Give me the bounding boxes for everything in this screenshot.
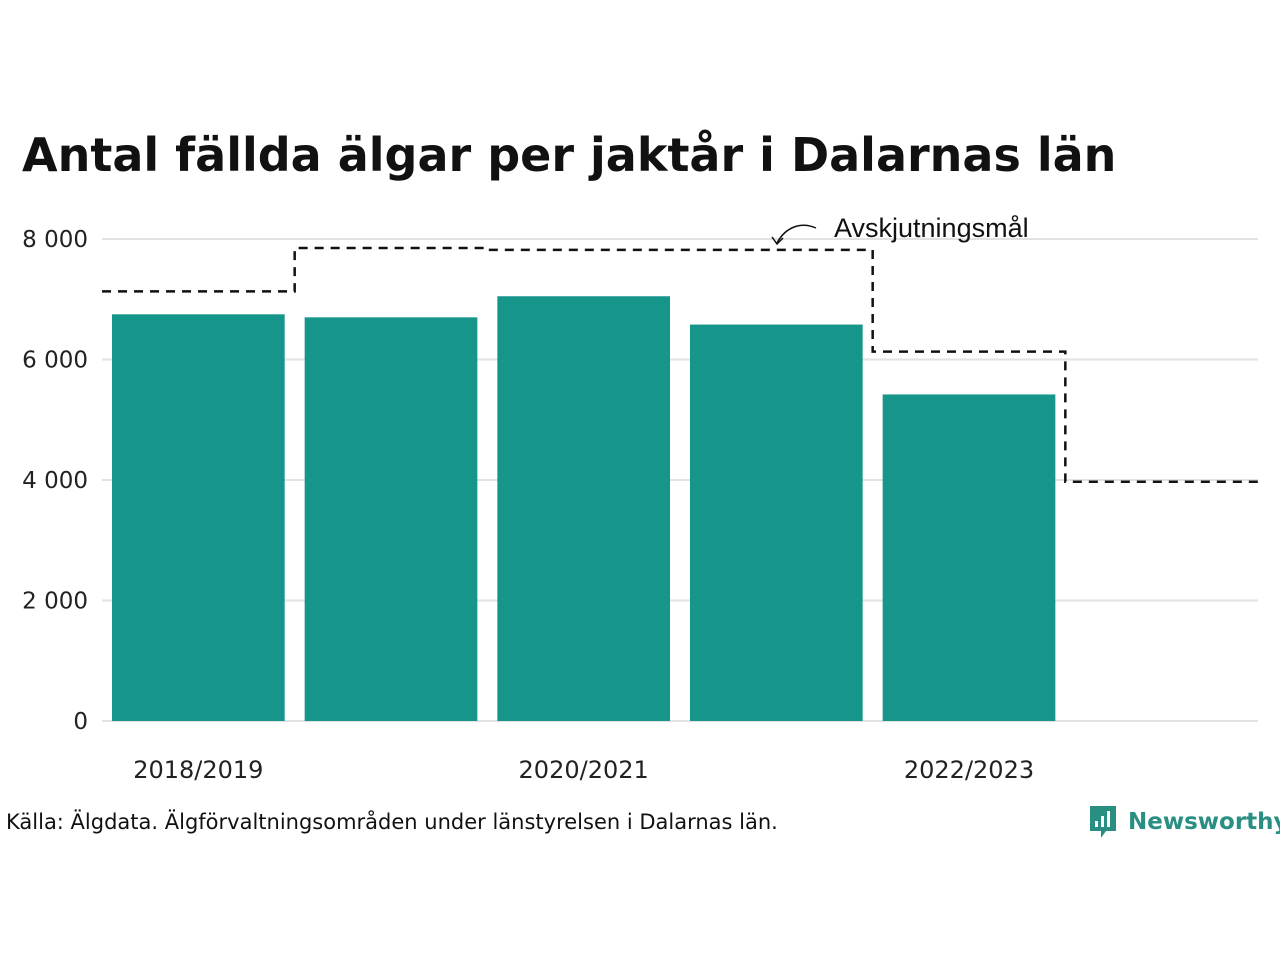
bar	[690, 324, 863, 721]
source-note: Källa: Älgdata. Älgförvaltningsområden u…	[6, 810, 778, 834]
target-line-label: Avskjutningsmål	[834, 213, 1029, 243]
x-tick-label: 2018/2019	[133, 756, 263, 784]
bar	[112, 314, 285, 721]
brand-name: Newsworthy	[1128, 809, 1280, 835]
y-tick-label: 8 000	[22, 227, 88, 253]
target-annotation: Avskjutningsmål	[771, 213, 1029, 246]
y-tick-label: 6 000	[22, 348, 88, 374]
y-tick-label: 2 000	[22, 589, 88, 615]
x-tick-label: 2022/2023	[904, 756, 1034, 784]
bar-chart-speech-icon	[1090, 806, 1116, 838]
annotation-arrow-icon	[776, 224, 817, 244]
bar	[497, 296, 670, 721]
x-axis-ticks: 2018/2019 2020/2021 2022/2023	[133, 756, 1034, 784]
y-tick-label: 4 000	[22, 468, 88, 494]
bars	[112, 296, 1056, 721]
brand-logo: Newsworthy	[1088, 804, 1280, 840]
chart-title: Antal fällda älgar per jaktår i Dalarnas…	[22, 128, 1117, 182]
bar	[882, 394, 1056, 721]
annotation-arrowhead-icon	[771, 236, 784, 246]
y-axis-ticks: 0 2 000 4 000 6 000 8 000	[22, 227, 88, 735]
target-step-line	[102, 246, 1258, 484]
y-tick-label: 0	[73, 709, 88, 735]
bar	[304, 317, 478, 721]
grid-lines	[102, 238, 1258, 722]
x-tick-label: 2020/2021	[519, 756, 649, 784]
target-line	[102, 246, 1258, 484]
